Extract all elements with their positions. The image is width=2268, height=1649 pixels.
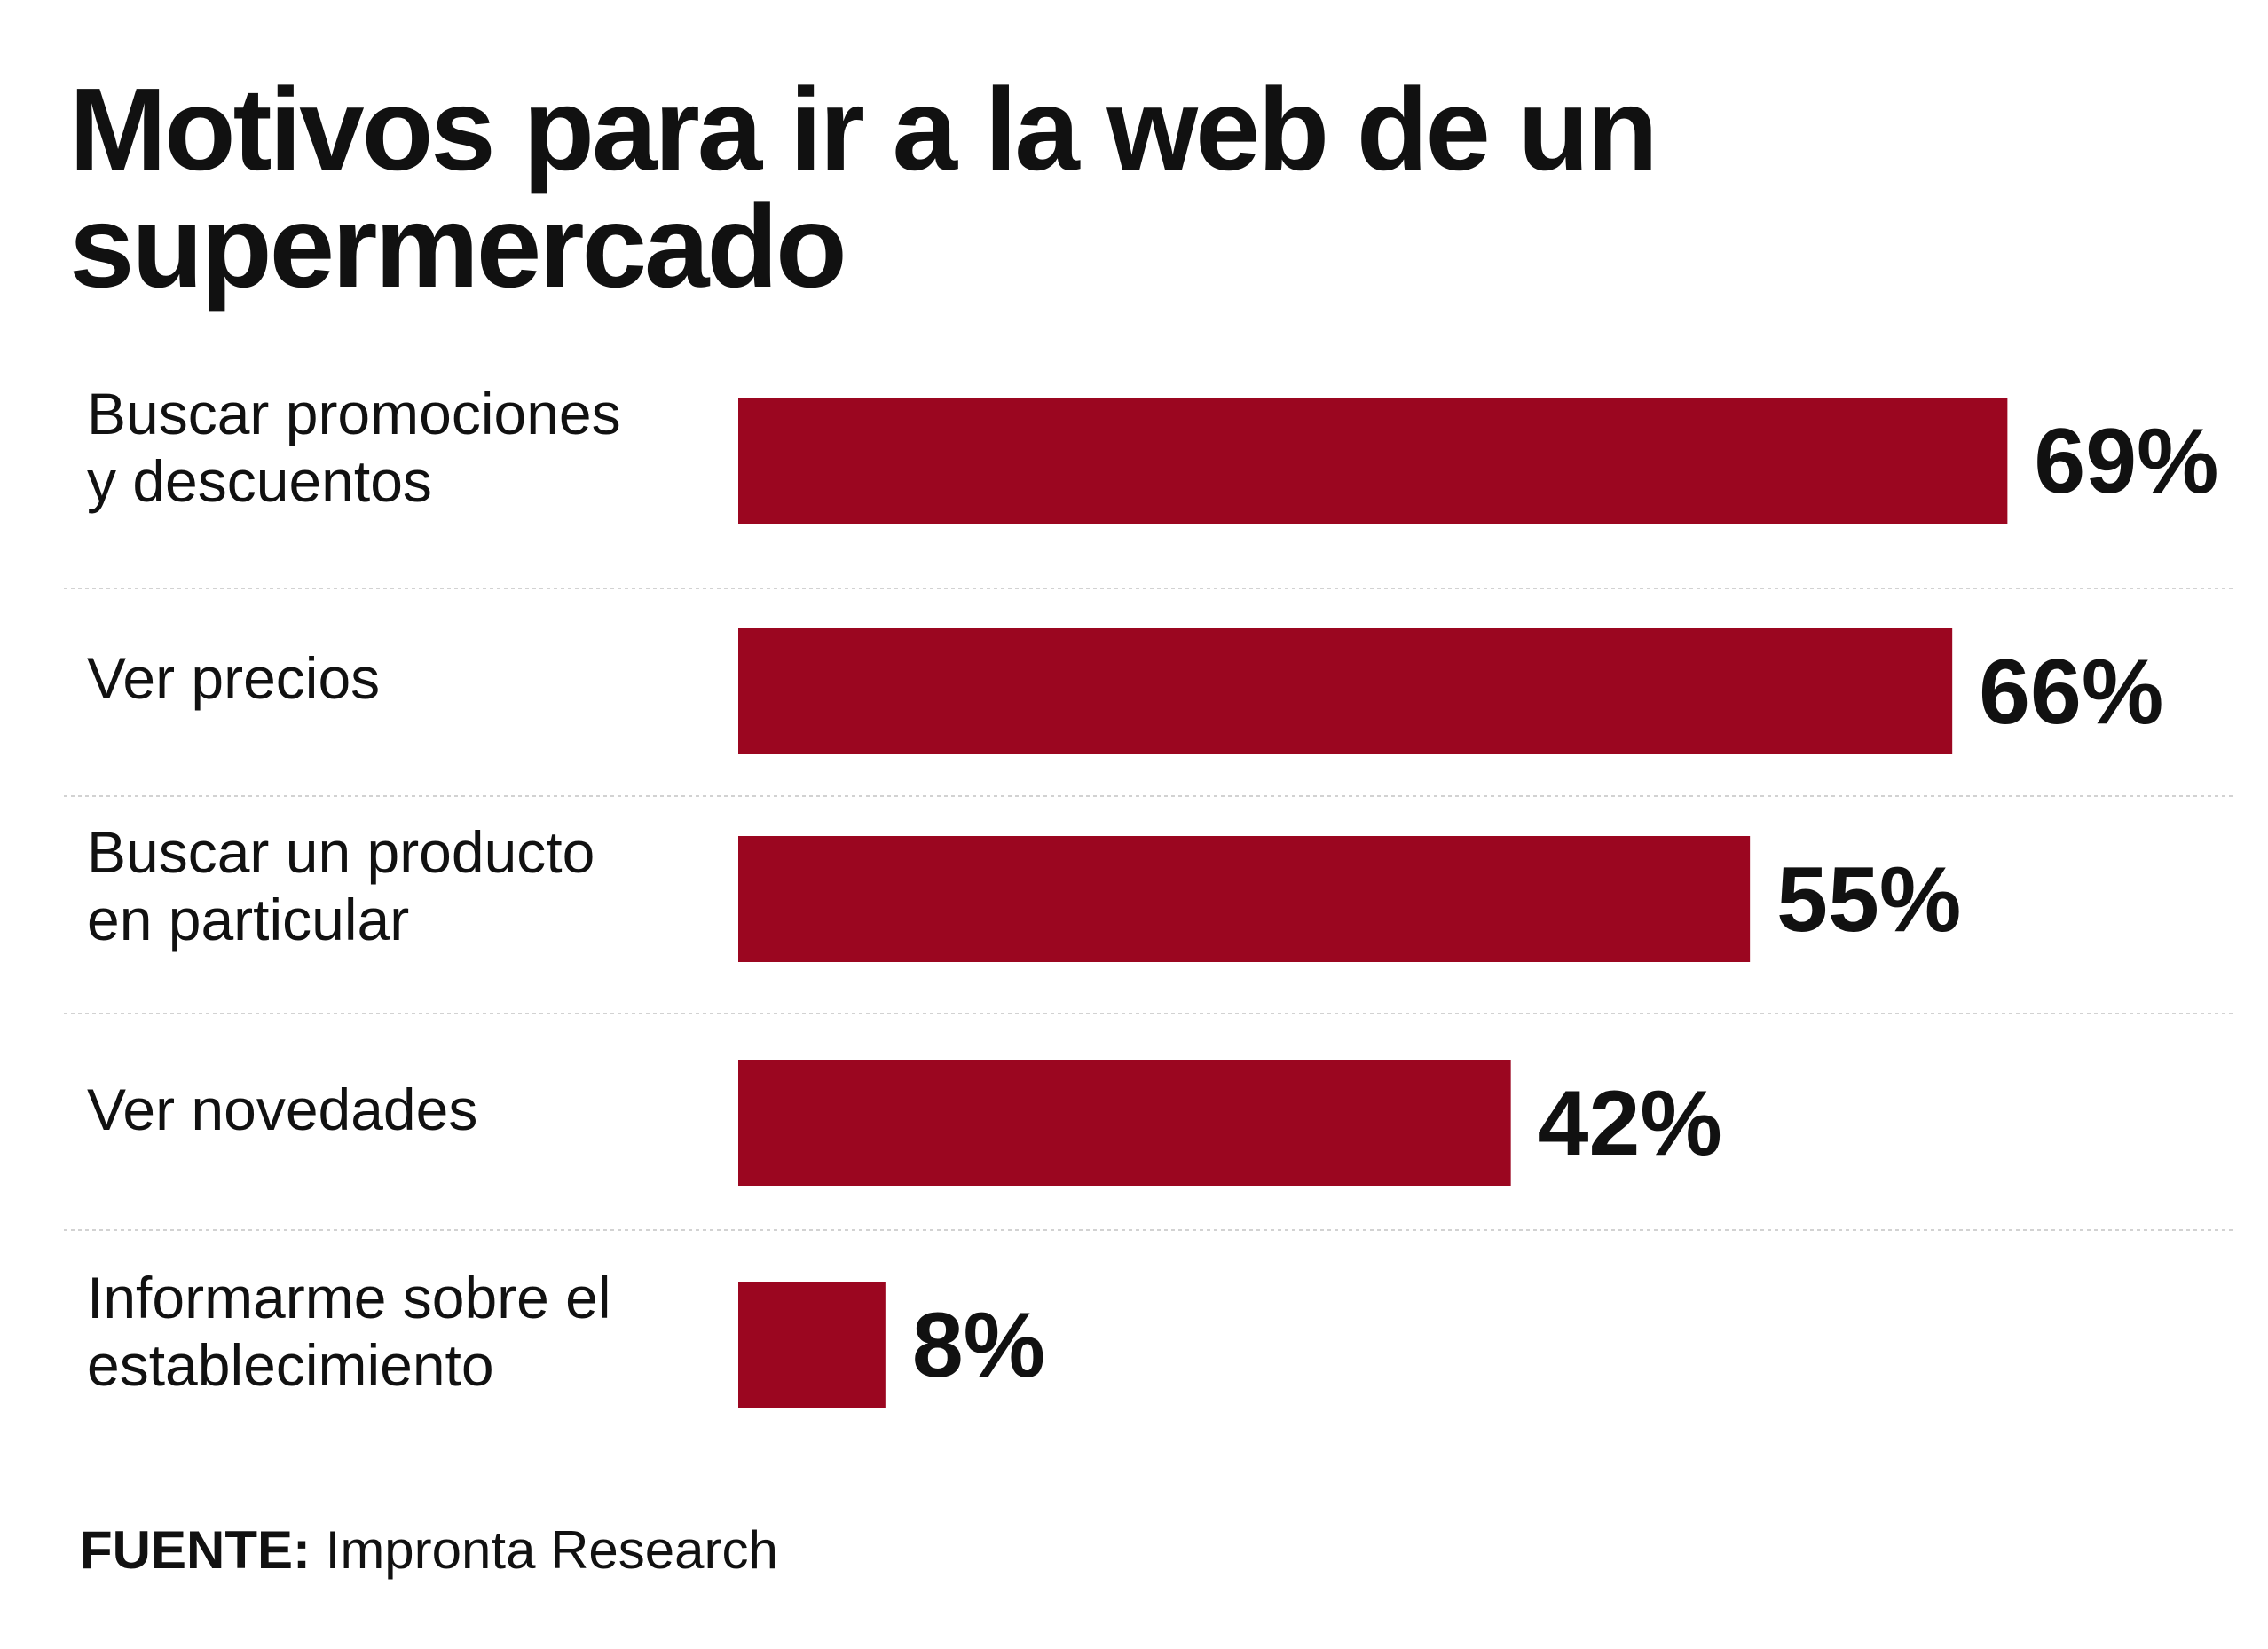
category-label-line: Buscar un producto (87, 819, 595, 885)
category-label: Informarme sobre el establecimiento (87, 1265, 611, 1398)
category-label-line: en particular (87, 887, 409, 952)
category-label-line: y descuentos (87, 448, 432, 514)
category-label-line: establecimiento (87, 1332, 494, 1398)
category-label: Buscar un producto en particular (87, 819, 595, 952)
category-label-line: Buscar promociones (87, 381, 621, 446)
category-label-line: Informarme sobre el (87, 1265, 611, 1330)
value-label: 69% (2034, 410, 2218, 513)
source-label: FUENTE: (80, 1520, 311, 1580)
bar (738, 1282, 886, 1408)
chart-title: Motivos para ir a la web de un supermerc… (69, 64, 1658, 312)
value-label: 8% (912, 1294, 1045, 1397)
bar (738, 1060, 1511, 1186)
category-label-line: Ver precios (87, 645, 380, 711)
category-label-line: Ver novedades (87, 1077, 477, 1142)
bars-group (738, 398, 2008, 1408)
bar (738, 628, 1953, 754)
value-labels: 69% 66% 55% 42% 8% (912, 410, 2219, 1397)
source-text: Impronta Research (325, 1520, 778, 1580)
value-label: 66% (1979, 641, 2163, 744)
category-label: Ver novedades (87, 1077, 477, 1142)
bar (738, 836, 1751, 962)
category-label: Buscar promociones y descuentos (87, 381, 621, 514)
value-label: 42% (1538, 1072, 1722, 1175)
category-label: Ver precios (87, 645, 380, 711)
bar (738, 398, 2008, 524)
category-labels: Buscar promociones y descuentos Ver precio… (87, 381, 621, 1398)
value-label: 55% (1776, 848, 1961, 951)
source-note: FUENTE: Impronta Research (80, 1519, 778, 1582)
